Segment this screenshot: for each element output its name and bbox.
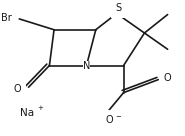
Text: +: +	[37, 105, 43, 111]
Text: S: S	[115, 3, 122, 13]
Text: Na: Na	[20, 108, 34, 118]
Text: O: O	[14, 84, 21, 94]
Text: O: O	[164, 73, 171, 83]
Text: Br: Br	[1, 13, 12, 23]
Text: O: O	[105, 115, 113, 125]
Text: −: −	[115, 114, 121, 120]
Text: N: N	[83, 61, 90, 71]
